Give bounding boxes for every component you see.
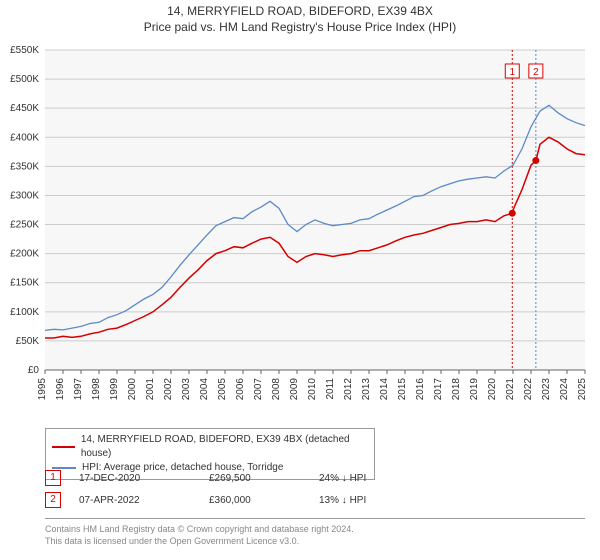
legend-swatch <box>52 467 76 469</box>
event-row: 2 07-APR-2022 £360,000 13% ↓ HPI <box>45 492 585 508</box>
svg-text:2004: 2004 <box>199 378 210 401</box>
svg-text:1996: 1996 <box>55 378 66 401</box>
svg-text:£0: £0 <box>28 365 40 376</box>
event-price: £269,500 <box>209 473 319 484</box>
svg-text:1997: 1997 <box>73 378 84 401</box>
svg-text:2: 2 <box>533 67 539 78</box>
svg-text:2022: 2022 <box>523 378 534 401</box>
svg-text:2018: 2018 <box>451 378 462 401</box>
svg-text:2000: 2000 <box>127 378 138 401</box>
svg-text:2014: 2014 <box>379 378 390 401</box>
svg-text:2002: 2002 <box>163 378 174 401</box>
svg-text:2011: 2011 <box>325 378 336 400</box>
event-marker: 1 <box>45 470 61 486</box>
svg-text:2025: 2025 <box>577 378 588 401</box>
svg-text:2010: 2010 <box>307 378 318 401</box>
event-date: 17-DEC-2020 <box>79 473 209 484</box>
svg-text:1: 1 <box>509 67 515 78</box>
svg-text:£200K: £200K <box>10 249 39 260</box>
svg-text:£550K: £550K <box>10 45 39 56</box>
event-row: 1 17-DEC-2020 £269,500 24% ↓ HPI <box>45 470 585 486</box>
legend-swatch <box>52 446 75 448</box>
svg-text:2016: 2016 <box>415 378 426 401</box>
legend-label: 14, MERRYFIELD ROAD, BIDEFORD, EX39 4BX … <box>81 433 368 461</box>
svg-text:2023: 2023 <box>541 378 552 401</box>
svg-text:2009: 2009 <box>289 378 300 401</box>
svg-text:1999: 1999 <box>109 378 120 401</box>
svg-text:£450K: £450K <box>10 103 39 114</box>
svg-text:£350K: £350K <box>10 161 39 172</box>
svg-text:2020: 2020 <box>487 378 498 401</box>
svg-text:2024: 2024 <box>559 378 570 401</box>
svg-text:£400K: £400K <box>10 132 39 143</box>
svg-text:2001: 2001 <box>145 378 156 401</box>
svg-text:2021: 2021 <box>505 378 516 401</box>
svg-text:£500K: £500K <box>10 74 39 85</box>
event-table: 1 17-DEC-2020 £269,500 24% ↓ HPI 2 07-AP… <box>45 470 585 514</box>
event-price: £360,000 <box>209 495 319 506</box>
svg-text:£250K: £250K <box>10 220 39 231</box>
event-delta: 13% ↓ HPI <box>319 495 449 506</box>
event-marker: 2 <box>45 492 61 508</box>
svg-text:£50K: £50K <box>16 336 40 347</box>
footer-line2: This data is licensed under the Open Gov… <box>45 535 585 547</box>
svg-text:2017: 2017 <box>433 378 444 401</box>
svg-text:2005: 2005 <box>217 378 228 401</box>
page-subtitle: Price paid vs. HM Land Registry's House … <box>0 20 600 34</box>
event-delta: 24% ↓ HPI <box>319 473 449 484</box>
svg-text:£150K: £150K <box>10 278 39 289</box>
svg-text:2013: 2013 <box>361 378 372 401</box>
svg-text:2003: 2003 <box>181 378 192 401</box>
svg-text:2012: 2012 <box>343 378 354 401</box>
svg-text:£300K: £300K <box>10 190 39 201</box>
footer: Contains HM Land Registry data © Crown c… <box>45 518 585 547</box>
svg-text:2006: 2006 <box>235 378 246 401</box>
svg-text:1995: 1995 <box>37 378 48 401</box>
svg-text:2007: 2007 <box>253 378 264 401</box>
price-chart: 12£0£50K£100K£150K£200K£250K£300K£350K£4… <box>45 40 585 400</box>
svg-text:2015: 2015 <box>397 378 408 401</box>
svg-text:2019: 2019 <box>469 378 480 401</box>
svg-text:1998: 1998 <box>91 378 102 401</box>
event-date: 07-APR-2022 <box>79 495 209 506</box>
page-title: 14, MERRYFIELD ROAD, BIDEFORD, EX39 4BX <box>0 4 600 18</box>
legend-item: 14, MERRYFIELD ROAD, BIDEFORD, EX39 4BX … <box>52 433 368 461</box>
svg-text:£100K: £100K <box>10 307 39 318</box>
footer-line1: Contains HM Land Registry data © Crown c… <box>45 523 585 535</box>
svg-text:2008: 2008 <box>271 378 282 401</box>
